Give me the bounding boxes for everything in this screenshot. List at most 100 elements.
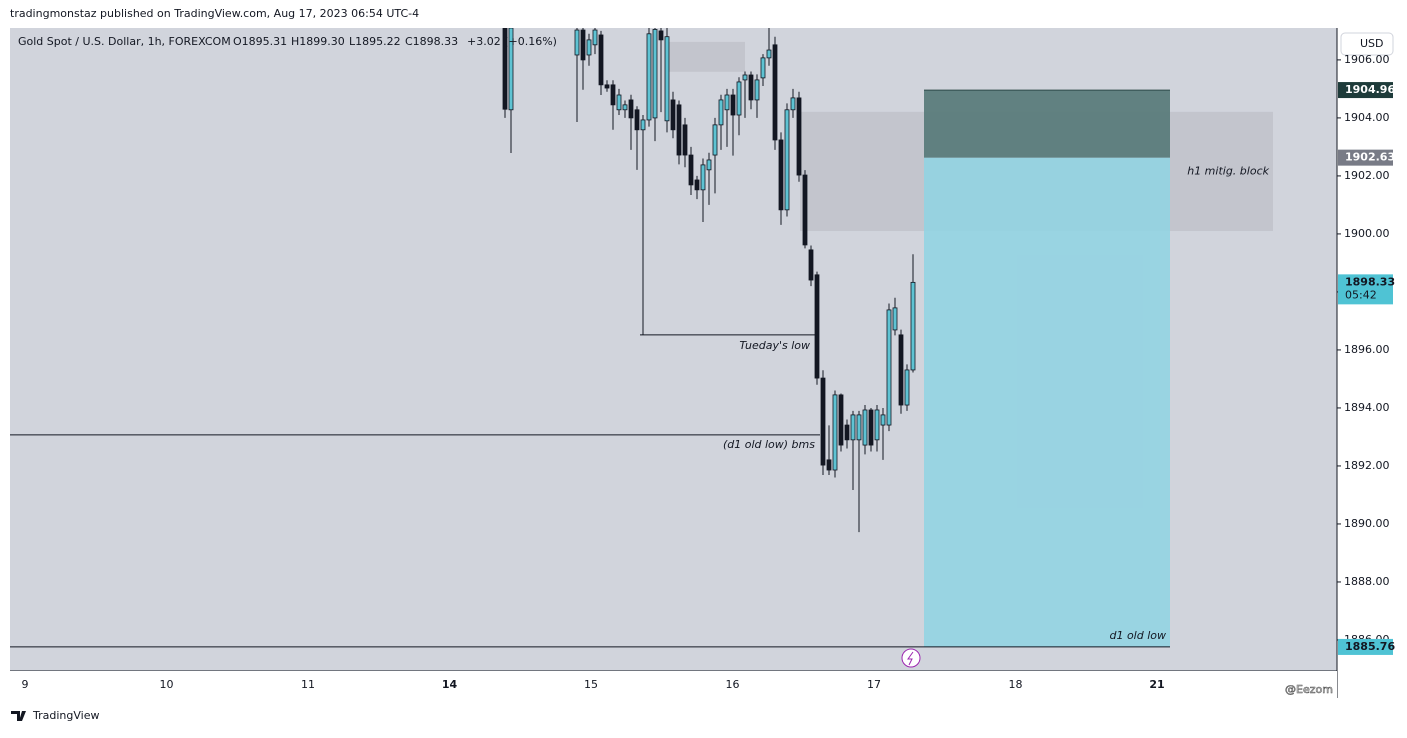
event-bolt — [907, 651, 914, 666]
y-tick-label: 1892.00 — [1344, 459, 1390, 472]
candle-body — [580, 29, 586, 61]
ohlc-high: H1899.30 — [291, 35, 345, 48]
symbol-legend: Gold Spot / U.S. Dollar, 1h, FOREXCOM O1… — [18, 35, 557, 48]
candle-body — [634, 109, 640, 131]
currency: USD — [1360, 37, 1384, 50]
y-tick-label: 1906.00 — [1344, 53, 1390, 66]
candle-body — [790, 97, 796, 111]
ohlc-change: +3.02 (+0.16%) — [467, 35, 557, 48]
y-tick-label: 1902.00 — [1344, 169, 1390, 182]
candle-body — [718, 99, 724, 126]
candle-body — [640, 119, 646, 131]
event-icon[interactable] — [901, 648, 921, 668]
candle-body — [508, 28, 514, 111]
candle-body — [604, 84, 610, 89]
candle-body — [778, 139, 784, 211]
y-tick-label: 1894.00 — [1344, 401, 1390, 414]
ohlc-close: C1898.33 — [405, 35, 458, 48]
x-tick-label: 11 — [301, 678, 315, 691]
price-tag — [1338, 149, 1393, 166]
y-tick-label: 1890.00 — [1344, 517, 1390, 530]
candle-body — [862, 409, 868, 446]
ohlc-low: L1895.22 — [349, 35, 401, 48]
candle-body — [898, 334, 904, 406]
zone — [668, 41, 745, 72]
candle-body — [700, 164, 706, 191]
price-tag-label: 1902.63 — [1345, 151, 1395, 164]
x-tick-label: 18 — [1009, 678, 1023, 691]
stop-zone — [924, 90, 1170, 158]
candle-body — [730, 94, 736, 116]
candle-body — [574, 29, 580, 56]
candle-body — [736, 81, 742, 116]
candle-body — [694, 179, 700, 191]
level-label: (d1 old low) bms — [723, 438, 815, 451]
candle-body — [682, 124, 688, 156]
watermark: @Eezom — [1285, 683, 1333, 696]
candle-body — [610, 84, 616, 106]
candle-body — [760, 57, 766, 79]
x-tick-label: 21 — [1149, 678, 1164, 691]
candle-body — [874, 409, 880, 441]
candle-body — [826, 459, 832, 471]
candle-body — [904, 369, 910, 406]
candle-body — [868, 409, 874, 446]
candle-body — [592, 29, 598, 46]
brand: TradingView — [32, 709, 99, 722]
candle-body — [766, 49, 772, 59]
candle-body — [808, 249, 814, 281]
candle-body — [796, 97, 802, 176]
candle-body — [838, 394, 844, 446]
currency-button[interactable] — [1340, 32, 1394, 56]
candle-body — [802, 174, 808, 246]
candle-body — [832, 394, 838, 471]
x-tick-label: 9 — [22, 678, 29, 691]
level-label: d1 old low — [1109, 629, 1166, 642]
brand-logo — [11, 711, 26, 721]
candle-body — [856, 414, 862, 441]
target-zone — [924, 157, 1170, 647]
candle-body — [586, 39, 592, 56]
candle-body — [598, 34, 604, 86]
price-tag-label: 1898.33 — [1345, 275, 1395, 288]
candle-body — [784, 109, 790, 211]
candle-body — [844, 424, 850, 441]
y-tick-label: 1904.00 — [1344, 111, 1390, 124]
candle-body — [622, 104, 628, 111]
candle-body — [676, 104, 682, 156]
candle-body — [670, 99, 676, 131]
candle-body — [754, 79, 760, 101]
ohlc-open: O1895.31 — [233, 35, 287, 48]
x-tick-label: 16 — [726, 678, 740, 691]
price-tag-label: 1904.96 — [1345, 83, 1395, 96]
x-tick-label: 10 — [160, 678, 174, 691]
candle-body — [886, 309, 892, 426]
price-tag — [1338, 638, 1393, 655]
candle-body — [820, 377, 826, 466]
symbol: Gold Spot / U.S. Dollar, 1h, FOREXCOM — [18, 35, 231, 48]
candle-body — [652, 29, 658, 119]
candle-body — [892, 307, 898, 331]
time-axis — [10, 671, 1337, 698]
price-tag — [1338, 274, 1393, 305]
price-tag-label: 1885.76 — [1345, 640, 1395, 653]
candle-body — [910, 281, 916, 371]
x-tick-label: 17 — [867, 678, 881, 691]
candle-body — [748, 74, 754, 101]
candle-body — [772, 44, 778, 141]
y-tick-label: 1896.00 — [1344, 343, 1390, 356]
candle-body — [712, 124, 718, 156]
countdown: 05:42 — [1345, 288, 1377, 301]
zone-label: h1 mitig. block — [1187, 164, 1269, 177]
candle-body — [658, 30, 664, 41]
candle-body — [742, 74, 748, 81]
price-tag — [1338, 82, 1393, 99]
y-tick-label: 1900.00 — [1344, 227, 1390, 240]
y-tick-label: 1888.00 — [1344, 575, 1390, 588]
candle-body — [688, 154, 694, 186]
candle-body — [814, 274, 820, 379]
candle-body — [616, 94, 622, 111]
candle-body — [664, 36, 670, 122]
